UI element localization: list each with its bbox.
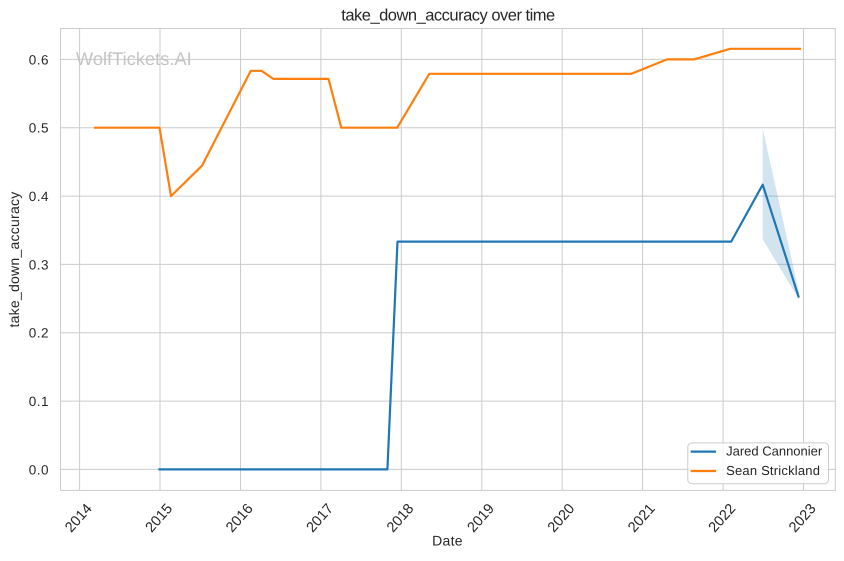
svg-text:0.0: 0.0 — [29, 462, 49, 477]
svg-text:0.4: 0.4 — [29, 189, 49, 204]
svg-text:Sean Strickland: Sean Strickland — [726, 463, 820, 478]
svg-text:0.3: 0.3 — [29, 257, 49, 272]
svg-text:take_down_accuracy over time: take_down_accuracy over time — [341, 7, 555, 25]
svg-text:0.1: 0.1 — [29, 394, 49, 409]
svg-text:Jared Cannonier: Jared Cannonier — [726, 444, 823, 459]
svg-text:0.6: 0.6 — [29, 52, 49, 67]
svg-text:Date: Date — [432, 533, 463, 549]
svg-text:WolfTickets.AI: WolfTickets.AI — [76, 48, 192, 69]
svg-text:0.2: 0.2 — [29, 326, 49, 341]
svg-text:take_down_accuracy: take_down_accuracy — [6, 191, 22, 327]
svg-text:0.5: 0.5 — [29, 121, 49, 136]
